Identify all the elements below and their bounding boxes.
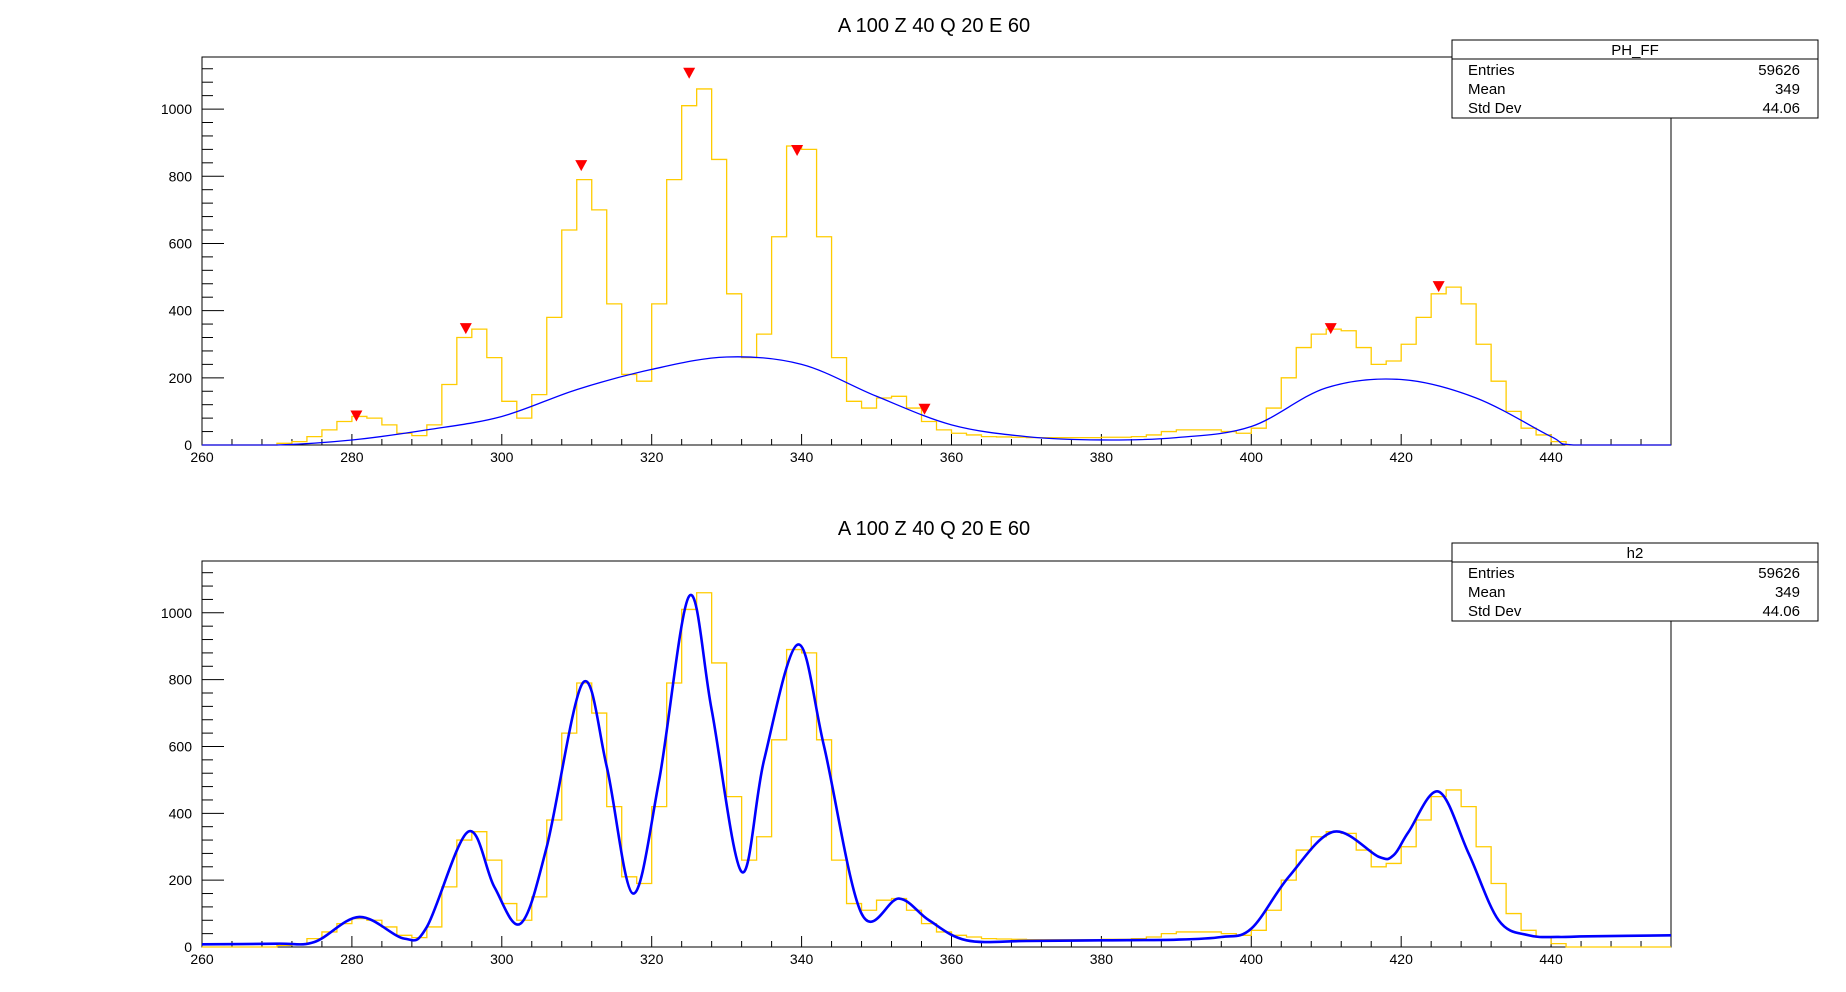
peak-marker xyxy=(1324,323,1337,335)
upper-x-tick-label: 380 xyxy=(1090,449,1114,465)
upper-background-series xyxy=(202,356,1671,446)
peak-marker xyxy=(1432,281,1445,293)
upper-x-tick-label: 400 xyxy=(1240,449,1264,465)
lower-y-tick-label: 400 xyxy=(169,805,193,821)
peak-marker xyxy=(918,403,931,415)
peak-marker xyxy=(791,145,804,157)
lower-stats-label-entries: Entries xyxy=(1468,565,1515,582)
lower-panel: A 100 Z 40 Q 20 E 60 260 280 300 320 340 360 3… xyxy=(161,518,1819,967)
upper-stats-label-entries: Entries xyxy=(1468,62,1515,79)
peak-marker xyxy=(575,160,588,172)
upper-y-tick-label: 1000 xyxy=(161,101,192,117)
upper-y-tick-label: 600 xyxy=(169,235,193,251)
upper-stats-box: PH_FF Entries 59626 Mean 349 Std Dev 44.… xyxy=(1451,39,1819,119)
upper-panel: A 100 Z 40 Q 20 E 60 260 280 300 320 340 360 3… xyxy=(161,15,1819,465)
lower-y-tick-label: 800 xyxy=(169,672,193,688)
upper-y-tick-label: 0 xyxy=(184,437,192,453)
lower-x-tick-label: 420 xyxy=(1390,951,1414,967)
upper-stats-value-entries: 59626 xyxy=(1758,62,1800,79)
upper-x-tick-label: 260 xyxy=(190,449,214,465)
lower-stats-label-mean: Mean xyxy=(1468,584,1506,601)
peak-marker xyxy=(459,323,472,335)
upper-axes: 260 280 300 320 340 360 380 400 420 440 0 200 400 600… xyxy=(161,68,1672,465)
upper-histogram-series xyxy=(202,88,1671,446)
lower-y-tick-label: 1000 xyxy=(161,605,192,621)
lower-fit-series xyxy=(201,593,1672,946)
lower-stats-label-stddev: Std Dev xyxy=(1468,603,1522,620)
lower-x-tick-label: 320 xyxy=(640,951,664,967)
upper-x-tick-label: 300 xyxy=(490,449,514,465)
upper-stats-label-mean: Mean xyxy=(1468,81,1506,98)
upper-stats-label-stddev: Std Dev xyxy=(1468,100,1522,117)
upper-x-tick-label: 420 xyxy=(1390,449,1414,465)
lower-stats-value-entries: 59626 xyxy=(1758,565,1800,582)
upper-stats-value-mean: 349 xyxy=(1775,81,1800,98)
lower-y-tick-label: 0 xyxy=(184,939,192,955)
lower-x-tick-label: 340 xyxy=(790,951,814,967)
peak-marker xyxy=(683,67,696,79)
upper-x-tick-label: 360 xyxy=(940,449,964,465)
lower-chart-title: A 100 Z 40 Q 20 E 60 xyxy=(838,518,1030,540)
lower-x-tick-label: 260 xyxy=(190,951,214,967)
lower-y-tick-label: 200 xyxy=(169,872,193,888)
upper-stats-value-stddev: 44.06 xyxy=(1762,100,1800,117)
lower-x-tick-label: 300 xyxy=(490,951,514,967)
lower-plot-frame xyxy=(201,560,1672,948)
lower-stats-box: h2 Entries 59626 Mean 349 Std Dev 44.06 xyxy=(1451,542,1819,622)
upper-y-tick-label: 200 xyxy=(169,370,193,386)
lower-y-tick-label: 600 xyxy=(169,738,193,754)
upper-x-tick-label: 440 xyxy=(1539,449,1563,465)
lower-x-tick-label: 440 xyxy=(1539,951,1563,967)
lower-x-tick-label: 400 xyxy=(1240,951,1264,967)
lower-x-tick-label: 280 xyxy=(340,951,364,967)
upper-x-tick-label: 280 xyxy=(340,449,364,465)
upper-y-tick-label: 800 xyxy=(169,168,193,184)
upper-peak-markers xyxy=(350,67,1445,422)
lower-stats-name: h2 xyxy=(1627,545,1644,562)
upper-plot-frame xyxy=(201,56,1672,446)
peak-marker xyxy=(350,410,363,422)
upper-x-tick-label: 320 xyxy=(640,449,664,465)
lower-x-tick-label: 380 xyxy=(1090,951,1114,967)
upper-chart-title: A 100 Z 40 Q 20 E 60 xyxy=(838,15,1030,37)
lower-stats-value-stddev: 44.06 xyxy=(1762,603,1800,620)
lower-axes: 260 280 300 320 340 360 380 400 420 440 0 200 400 600… xyxy=(161,572,1672,967)
upper-stats-name: PH_FF xyxy=(1611,42,1659,59)
lower-x-tick-label: 360 xyxy=(940,951,964,967)
upper-x-tick-label: 340 xyxy=(790,449,814,465)
lower-stats-value-mean: 349 xyxy=(1775,584,1800,601)
upper-y-tick-label: 400 xyxy=(169,303,193,319)
